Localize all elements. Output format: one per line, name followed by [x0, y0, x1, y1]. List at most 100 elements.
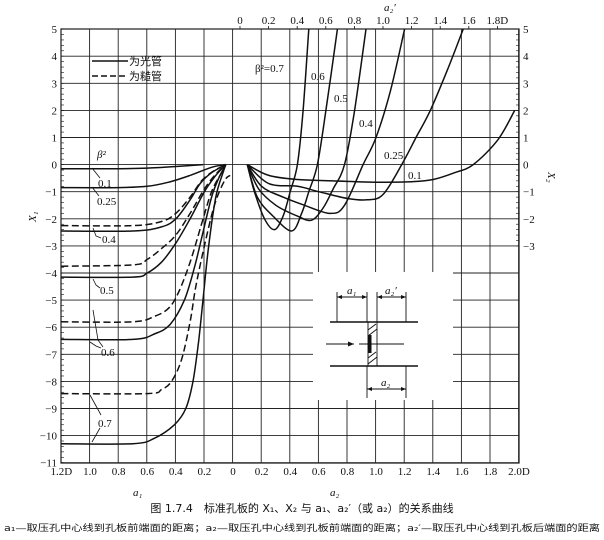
inset-diagram: a₁ a₂′ a₂ — [313, 272, 453, 400]
a2-prime-tick-label: 1.4 — [433, 15, 447, 27]
x1-curve-beta2-0.25-solid — [61, 163, 226, 189]
a2-tick-label: 1.6 — [455, 466, 469, 478]
y1-tick-label: 4 — [52, 51, 58, 63]
legend-solid-label: 为光管 — [129, 54, 162, 68]
a2-tick-label: 0.8 — [341, 466, 355, 478]
a1-tick-label: 1.0 — [83, 466, 97, 478]
x1-axis-title: X₁ — [27, 211, 39, 223]
axis-ticks: 5 4 3 2 1 0 −1 −2 −3 −4 −5 −6 −7 −8 −9 −10 −11 5 4 3 2 1 0 −1 −2… — [40, 15, 535, 478]
a2-tick-label: 1.2 — [398, 466, 412, 478]
y1-tick-label: −3 — [45, 241, 57, 253]
y1-tick-label: −11 — [40, 458, 57, 470]
x2-curve-labels: β²=0.7 0.6 0.5 0.4 0.25 0.1 — [255, 63, 422, 182]
x1-label-0.5: 0.5 — [100, 285, 114, 297]
x2-label-0.25: 0.25 — [384, 150, 404, 162]
x2-label-0.1: 0.1 — [408, 170, 422, 182]
y1-tick-label: 0 — [52, 160, 58, 172]
x1-curve-beta2-0.4-dashed — [61, 163, 227, 227]
y2-tick-label: −3 — [523, 241, 535, 253]
beta-title-label: β² — [96, 149, 106, 161]
a2-prime-tick-label: 0 — [237, 15, 243, 27]
y1-tick-label: 3 — [52, 78, 58, 90]
figure-caption: 图 1.7.4 标准孔板的 X₁、X₂ 与 a₁、a₂′（或 a₂）的关系曲线 — [150, 501, 453, 515]
x1-curve-labels: β² 0.1 0.25 0.4 0.5 0.6 0.7 — [89, 149, 117, 443]
x1-label-0.1: 0.1 — [98, 178, 112, 190]
x2-label-0.7: β²=0.7 — [255, 63, 284, 75]
x2-curve-beta2-0.25 — [246, 28, 464, 201]
x1-curve-beta2-0.6-solid — [61, 164, 227, 341]
a2-prime-tick-label: 0.6 — [319, 15, 333, 27]
x1-curve-beta2-0.5-dashed — [61, 164, 227, 267]
y2-tick-label: −1 — [523, 187, 535, 199]
x2-curve-beta2-0.4 — [246, 28, 406, 215]
a2-prime-tick-label: 1.2 — [405, 15, 419, 27]
y1-tick-label: −6 — [45, 322, 57, 334]
x1-curve-beta2-0.1-solid — [61, 163, 204, 170]
a2-tick-label: 1.8 — [484, 466, 498, 478]
y2-tick-label: 4 — [523, 51, 529, 63]
y2-tick-label: 5 — [523, 24, 529, 36]
x1-label-0.25: 0.25 — [97, 196, 117, 208]
a2-prime-tick-label: 0.2 — [262, 15, 276, 27]
y1-tick-label: −10 — [40, 431, 58, 443]
y1-tick-label: −8 — [45, 376, 57, 388]
curves — [61, 28, 516, 445]
x2-curve-beta2-0.7 — [246, 29, 310, 231]
y1-tick-label: −4 — [45, 268, 57, 280]
inset-a1-label: a₁ — [347, 285, 357, 297]
y1-tick-label: −2 — [45, 214, 57, 226]
x1-label-0.6: 0.6 — [101, 347, 115, 359]
x2-curve-beta2-0.6 — [246, 28, 339, 232]
y2-tick-label: 1 — [523, 133, 529, 145]
y2-tick-label: 3 — [523, 78, 529, 90]
x1-curve-beta2-0.7-solid — [61, 164, 227, 445]
a2-tick-label: 2.0D — [508, 466, 530, 478]
a1-tick-label: 0.8 — [112, 466, 126, 478]
a2-tick-label: 0.6 — [312, 466, 326, 478]
label-leader-lines — [89, 167, 104, 443]
axis-titles: X₁ X₂ a₂′ a₁ a₂ — [27, 2, 557, 499]
inset-background — [313, 272, 453, 400]
x2-label-0.6: 0.6 — [311, 71, 325, 83]
a2-tick-label: 0.4 — [283, 466, 297, 478]
y2-tick-label: 0 — [523, 160, 529, 172]
a2-prime-axis-title: a₂′ — [384, 2, 396, 14]
a1-axis-title: a₁ — [133, 487, 143, 499]
y1-tick-label: 1 — [52, 133, 58, 145]
y1-tick-label: 5 — [52, 24, 58, 36]
y2-tick-label: −2 — [523, 214, 535, 226]
y1-tick-label: −1 — [45, 187, 57, 199]
a2-axis-title: a₂ — [330, 487, 340, 499]
y1-tick-label: −9 — [45, 404, 57, 416]
a2-tick-label: 0.2 — [255, 466, 269, 478]
a2-tick-label: 1.0 — [369, 466, 383, 478]
x2-label-0.5: 0.5 — [334, 93, 348, 105]
x1-curve-beta2-0.5-solid — [61, 164, 227, 279]
x2-axis-title: X₂ — [545, 171, 557, 183]
x1-label-0.4: 0.4 — [102, 234, 116, 246]
x1-label-0.7: 0.7 — [98, 418, 112, 430]
a1-tick-label: 0.6 — [140, 466, 154, 478]
x2-label-0.4: 0.4 — [359, 118, 373, 130]
x1-curve-beta2-0.6-dashed — [61, 164, 227, 323]
a1-tick-label: 0 — [230, 466, 236, 478]
a2-prime-tick-label: 0.8 — [348, 15, 362, 27]
a2-prime-tick-label: 0.4 — [290, 15, 304, 27]
inset-a2-prime-label: a₂′ — [385, 285, 397, 297]
a2-prime-tick-label: 1.8D — [487, 15, 509, 27]
a1-tick-label: 0.2 — [198, 466, 212, 478]
x2-curve-beta2-0.5 — [246, 28, 367, 222]
a1-tick-label: 1.2D — [51, 466, 73, 478]
legend: 为光管 为糙管 — [92, 54, 162, 83]
legend-dashed-label: 为糙管 — [129, 69, 162, 83]
a1-tick-label: 0.4 — [169, 466, 183, 478]
a2-prime-tick-label: 1.6 — [462, 15, 476, 27]
a2-tick-label: 1.4 — [426, 466, 440, 478]
y1-tick-label: −5 — [45, 295, 57, 307]
figure-note: a₁—取压孔中心线到孔板前端面的距离；a₂—取压孔中心线到孔板前端面的距离；a₂… — [4, 522, 600, 534]
a2-prime-tick-label: 1.0 — [376, 15, 390, 27]
x1-curve-beta2-0.7-dashed — [61, 174, 231, 395]
y2-tick-label: 2 — [523, 105, 529, 117]
